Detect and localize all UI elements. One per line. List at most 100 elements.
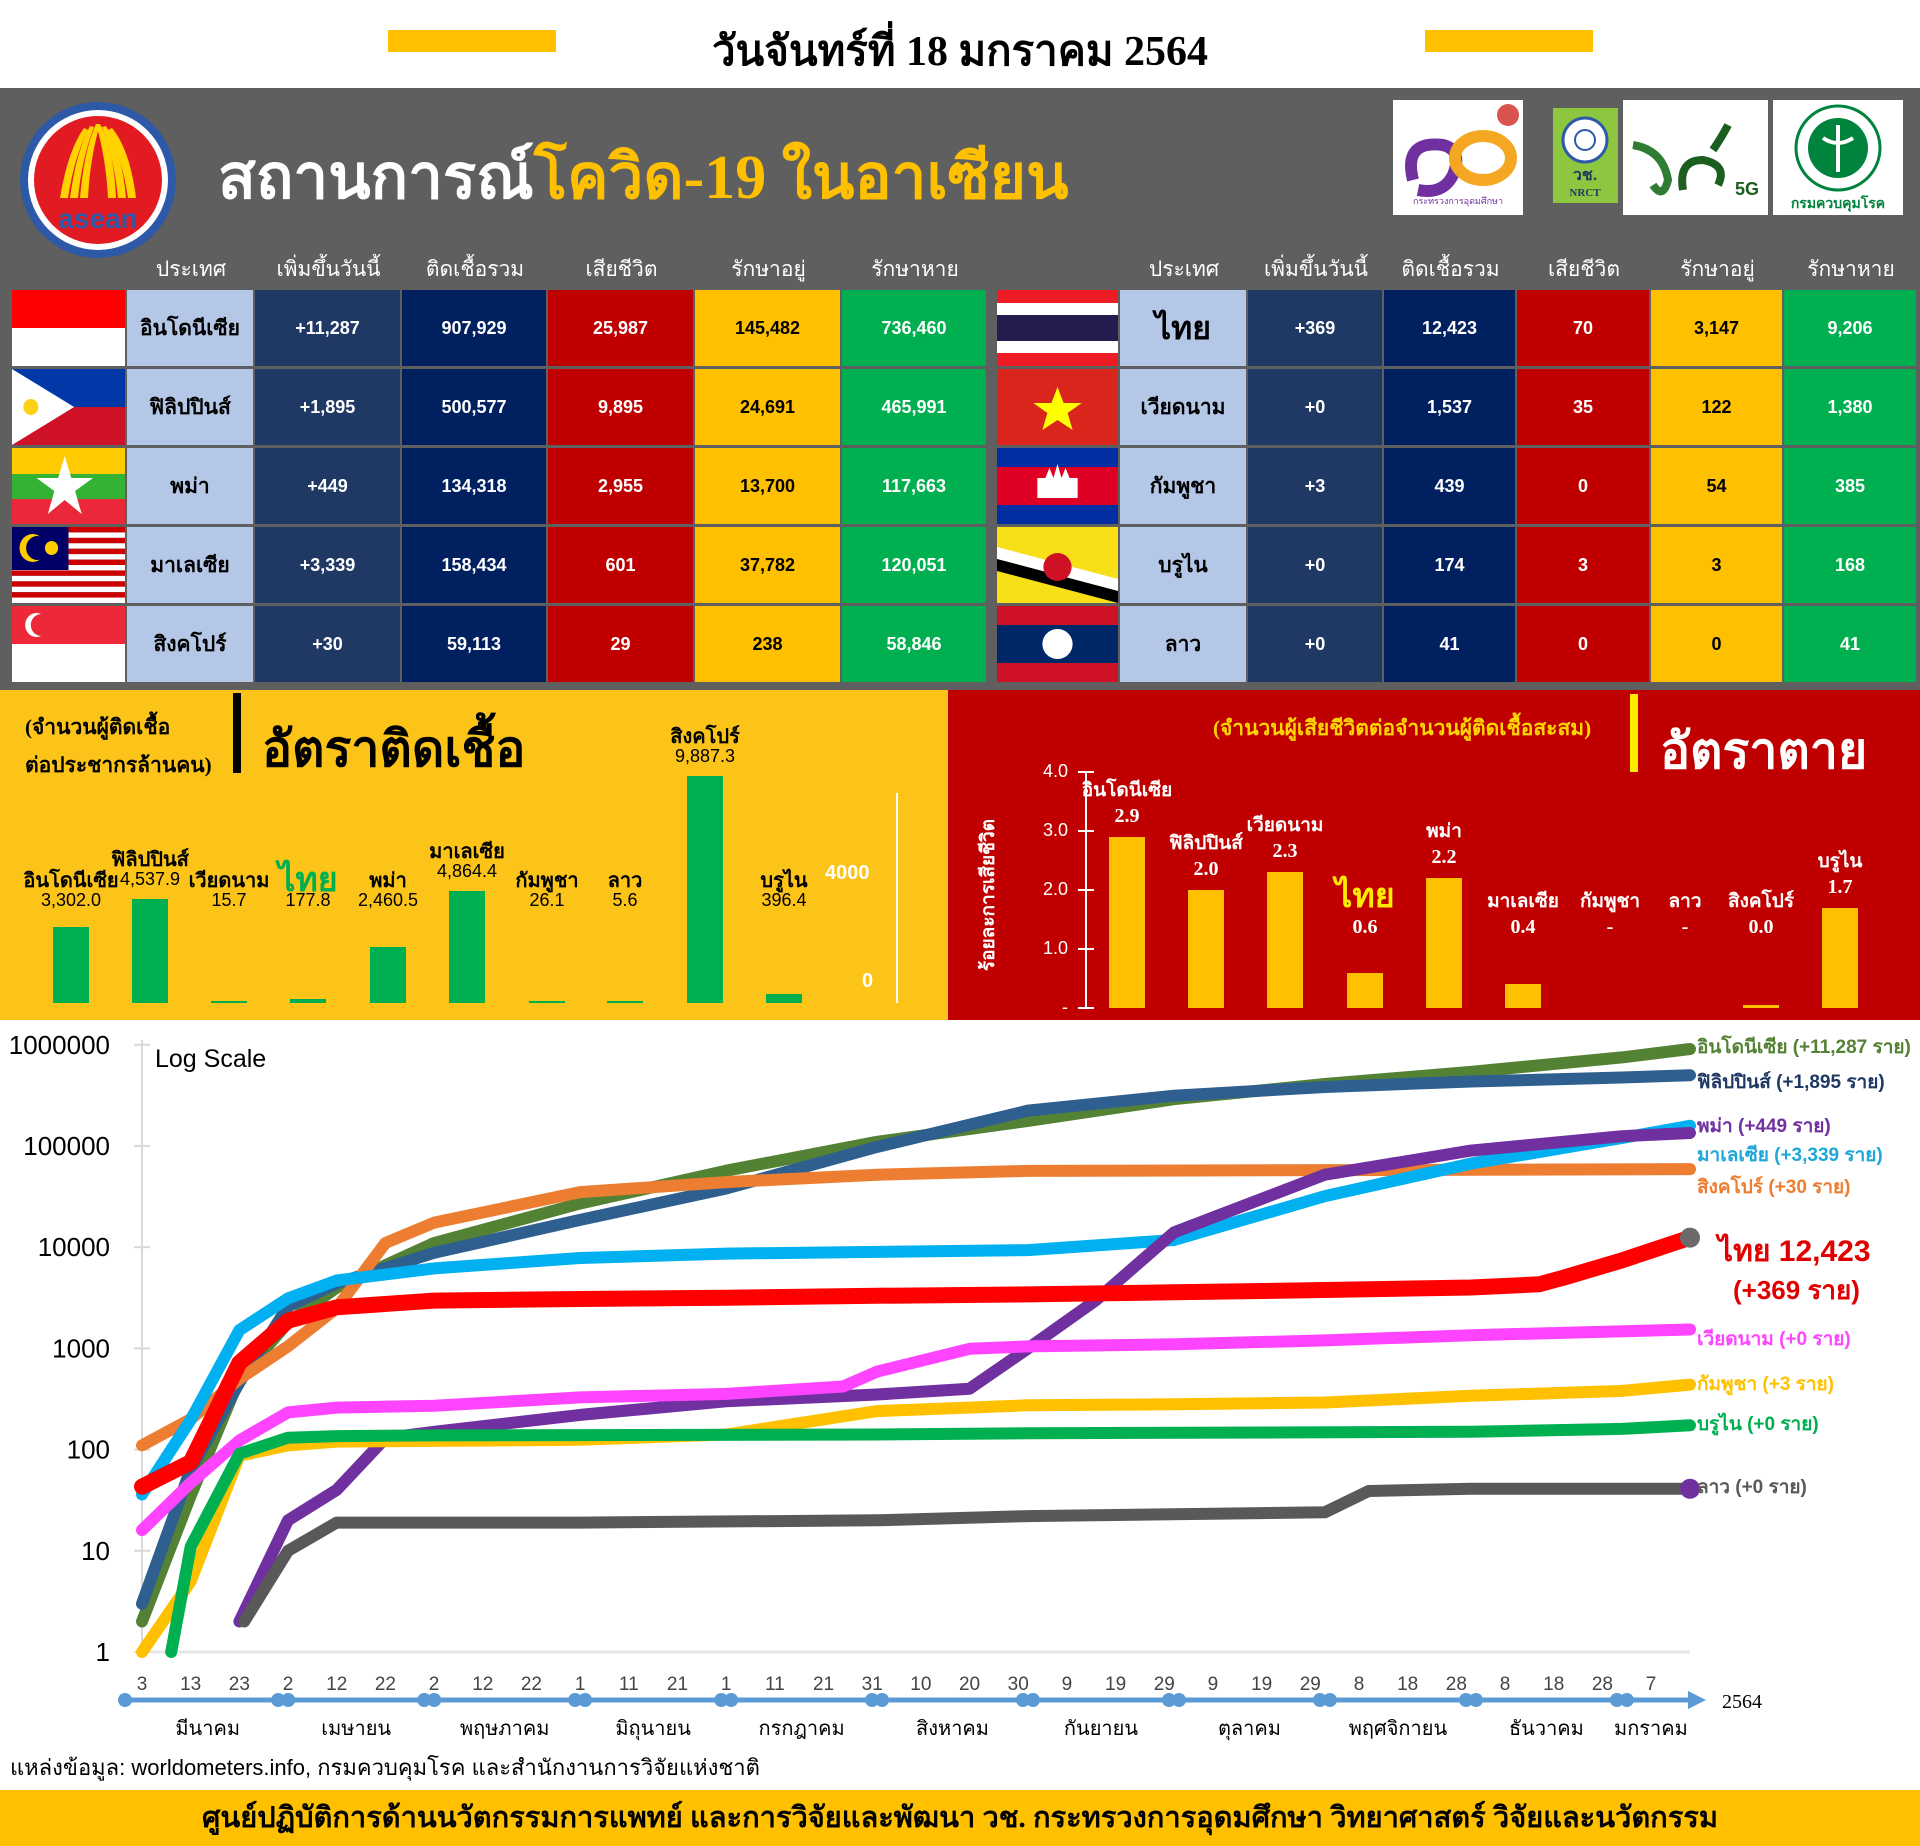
death-bar — [1426, 878, 1462, 1008]
death-subtitle: (จำนวนผู้เสียชีวิตต่อจำนวนผู้ติดเชื้อสะส… — [1213, 716, 1592, 740]
cell-recovered: 736,460 — [842, 290, 986, 366]
death-tick-mark — [1078, 889, 1094, 891]
footer-banner: ศูนย์ปฏิบัติการด้านนวัตกรรมการแพทย์ และก… — [0, 1790, 1920, 1846]
death-tick-label: 2.0 — [1042, 879, 1068, 899]
timeline-dot — [1162, 1693, 1177, 1707]
cell-total: 1,537 — [1384, 369, 1515, 445]
cell-country: อินโดนีเซีย — [127, 290, 253, 366]
x-tick-label: 22 — [375, 1674, 396, 1695]
death-tick-label: 3.0 — [1042, 820, 1068, 840]
cell-active: 37,782 — [695, 527, 840, 603]
death-bar — [1347, 972, 1383, 1008]
death-country-label: กัมพูชา — [1579, 891, 1641, 912]
date-bar: วันจันทร์ที่ 18 มกราคม 2564 — [0, 0, 1920, 88]
infection-chart-title: อัตราติดเชื้อ — [262, 721, 526, 777]
cell-deaths: 0 — [1517, 448, 1649, 524]
timeline-dot — [271, 1693, 286, 1707]
x-tick-label: 28 — [1592, 1674, 1613, 1695]
infection-value-label: 177.8 — [285, 890, 331, 910]
cell-country: มาเลเซีย — [127, 527, 253, 603]
cell-recovered: 41 — [1784, 606, 1916, 682]
x-tick-label: 29 — [1300, 1674, 1321, 1695]
month-label: มิถุนายน — [615, 1718, 691, 1741]
cell-country: เวียดนาม — [1120, 369, 1246, 445]
cell-total: 12,423 — [1384, 290, 1515, 366]
cell-deaths: 0 — [1517, 606, 1649, 682]
timeline-dot — [714, 1693, 729, 1707]
timeline-dot — [1025, 1693, 1040, 1707]
x-tick-label: 21 — [813, 1674, 834, 1695]
x-tick-label: 19 — [1251, 1674, 1272, 1695]
cell-active: 238 — [695, 606, 840, 682]
cell-new: +30 — [255, 606, 400, 682]
cell-new: +11,287 — [255, 290, 400, 366]
svg-text:กระทรวงการอุดมศึกษา: กระทรวงการอุดมศึกษา — [1413, 196, 1503, 207]
infection-value-label: 9,887.3 — [674, 746, 736, 766]
timeline-dot — [281, 1693, 296, 1707]
x-tick-label: 9 — [1208, 1674, 1219, 1695]
column-header: ประเทศ — [155, 257, 227, 281]
cell-deaths: 29 — [548, 606, 693, 682]
cell-deaths: 25,987 — [548, 290, 693, 366]
infection-value-label: 396.4 — [761, 890, 807, 910]
cell-active: 24,691 — [695, 369, 840, 445]
cell-new: +1,895 — [255, 369, 400, 445]
infection-bar — [53, 927, 89, 1003]
timeline-dot — [427, 1693, 442, 1707]
death-country-label: เวียดนาม — [1246, 815, 1324, 837]
y-tick-label: 1000 — [52, 1333, 110, 1363]
x-tick-label: 10 — [910, 1674, 931, 1695]
x-tick-label: 19 — [1105, 1674, 1126, 1695]
x-tick-label: 12 — [472, 1674, 493, 1695]
death-country-label: พม่า — [1426, 821, 1462, 843]
x-tick-label: 2 — [429, 1674, 440, 1695]
series-label: ไทย 12,423 — [1718, 1235, 1871, 1268]
death-value-label: 2.9 — [1114, 804, 1140, 827]
infection-tick-0: 0 — [862, 970, 874, 992]
death-ylabel: ร้อยละการเสียชีวิต — [978, 818, 999, 972]
cell-active: 0 — [1651, 606, 1782, 682]
cell-country: ฟิลิปปินส์ — [127, 369, 253, 445]
infection-subtitle-line1: (จำนวนผู้ติดเชื้อ — [25, 715, 171, 739]
death-tick-label: 1.0 — [1042, 938, 1068, 958]
death-value-label: 0.0 — [1748, 916, 1774, 938]
infection-value-label: 5.6 — [612, 890, 638, 910]
data-source: แหล่งข้อมูล: worldometers.info, กรมควบคุ… — [10, 1755, 760, 1780]
death-tick-mark — [1078, 1007, 1094, 1009]
x-tick-label: 8 — [1354, 1674, 1365, 1695]
death-country-label: บรูไน — [1817, 850, 1863, 872]
x-tick-label: 20 — [959, 1674, 980, 1695]
infection-country-label: พม่า — [369, 870, 407, 892]
ddc-logo: กรมควบคุมโรค — [1773, 100, 1903, 215]
svg-text:NRCT: NRCT — [1569, 187, 1601, 199]
death-country-label: ลาว — [1668, 891, 1702, 912]
column-header: รักษาหาย — [871, 257, 959, 281]
x-tick-label: 11 — [619, 1674, 639, 1695]
timeline-dot — [724, 1693, 739, 1707]
cell-deaths: 3 — [1517, 527, 1649, 603]
svg-text:วช.: วช. — [1573, 167, 1597, 184]
death-value-label: 0.6 — [1352, 916, 1378, 938]
cell-country: ไทย — [1120, 290, 1246, 366]
death-bar — [1109, 836, 1145, 1008]
x-tick-label: 3 — [137, 1674, 148, 1695]
death-country-label: มาเลเซีย — [1487, 891, 1559, 912]
cambodia-flag — [997, 448, 1118, 524]
singapore-flag — [12, 606, 125, 682]
cell-deaths: 9,895 — [548, 369, 693, 445]
page-title: สถานการณ์โควิด-19 ในอาเซียน — [218, 128, 1068, 226]
timeline-dot — [865, 1693, 880, 1707]
cell-deaths: 70 — [1517, 290, 1649, 366]
infection-country-label: ลาว — [607, 870, 643, 892]
timeline-dot — [568, 1693, 583, 1707]
infection-value-label: 3,302.0 — [40, 890, 102, 910]
infection-country-label: บรูไน — [760, 870, 808, 892]
month-label: ธันวาคม — [1509, 1718, 1584, 1740]
column-header: เสียชีวิต — [1548, 257, 1620, 281]
column-header: รักษาอยู่ — [731, 257, 806, 281]
thailand-flag — [997, 290, 1118, 366]
cell-country: บรูไน — [1120, 527, 1246, 603]
series-end-marker — [1680, 1478, 1701, 1499]
month-label: มีนาคม — [175, 1718, 240, 1740]
death-value-label: - — [1606, 916, 1614, 938]
